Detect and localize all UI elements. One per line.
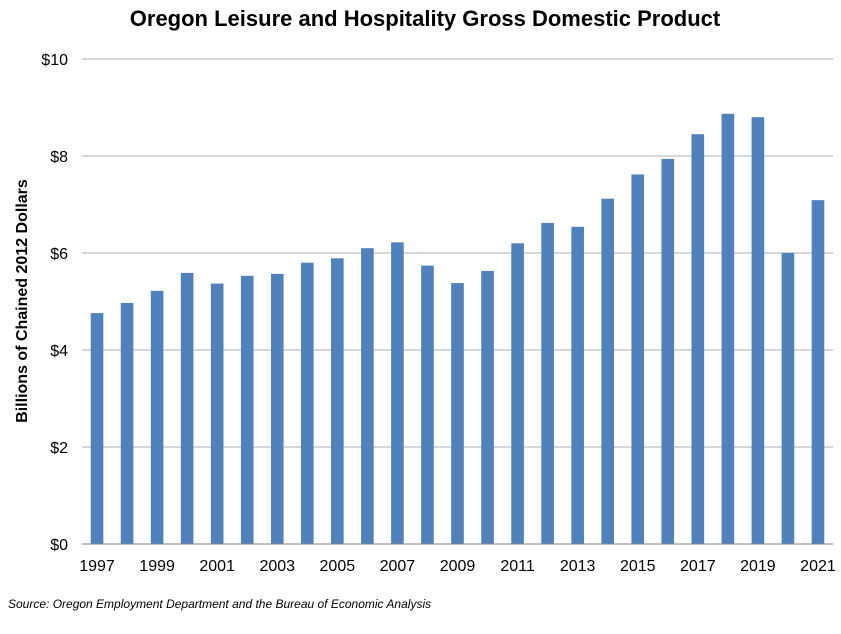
x-axis-ticks: 1997 1999 2001 2003 2005 2007 2009 2011 2013 2015… (79, 558, 836, 575)
bar-2006 (361, 248, 374, 544)
x-tick-label: 1997 (79, 558, 115, 575)
bar-2010 (481, 270, 494, 544)
y-tick-label: $10 (41, 52, 68, 69)
x-tick-label: 2013 (560, 558, 596, 575)
bar-2007 (391, 242, 404, 544)
x-tick-label: 2007 (380, 558, 416, 575)
bar-2019 (751, 117, 765, 544)
bar-1998 (120, 302, 134, 544)
y-axis-ticks: $0 $2 $4 $6 $8 $10 (41, 52, 68, 554)
x-tick-label: 2003 (259, 558, 295, 575)
bar-2000 (180, 272, 194, 544)
bar-2016 (661, 158, 675, 544)
x-tick-label: 2005 (320, 558, 356, 575)
bar-2005 (331, 258, 344, 544)
bar-2020 (781, 253, 795, 544)
chart-title: Oregon Leisure and Hospitality Gross Dom… (130, 6, 721, 31)
x-tick-label: 1999 (139, 558, 175, 575)
x-tick-label: 2015 (620, 558, 656, 575)
bar-2018 (721, 113, 735, 545)
bar-2013 (571, 226, 584, 544)
x-tick-label: 2009 (440, 558, 476, 575)
bar-2015 (631, 174, 645, 544)
bar-2012 (541, 222, 554, 544)
y-tick-label: $8 (50, 149, 68, 166)
y-tick-label: $0 (50, 537, 68, 554)
bar-1997 (90, 313, 104, 544)
x-tick-label: 2001 (199, 558, 235, 575)
x-tick-label: 2021 (800, 558, 836, 575)
source-note: Source: Oregon Employment Department and… (8, 597, 431, 611)
bar-2014 (601, 198, 615, 544)
y-tick-label: $4 (50, 343, 68, 360)
x-tick-label: 2011 (500, 558, 535, 575)
bar-2003 (270, 273, 284, 544)
bar-2008 (421, 265, 434, 544)
bar-2002 (240, 275, 254, 544)
bar-2011 (511, 243, 524, 545)
bar-2004 (300, 262, 314, 544)
bar-2009 (451, 283, 464, 544)
bar-2021 (811, 200, 825, 544)
bar-1999 (150, 290, 164, 544)
y-axis-label: Billions of Chained 2012 Dollars (14, 179, 31, 423)
x-tick-label: 2017 (680, 558, 716, 575)
y-tick-label: $2 (50, 440, 68, 457)
gridlines (82, 58, 833, 448)
bar-2001 (210, 283, 224, 544)
bar-2017 (691, 134, 705, 545)
x-tick-label: 2019 (740, 558, 776, 575)
y-tick-label: $6 (50, 246, 68, 263)
bars (90, 113, 825, 545)
